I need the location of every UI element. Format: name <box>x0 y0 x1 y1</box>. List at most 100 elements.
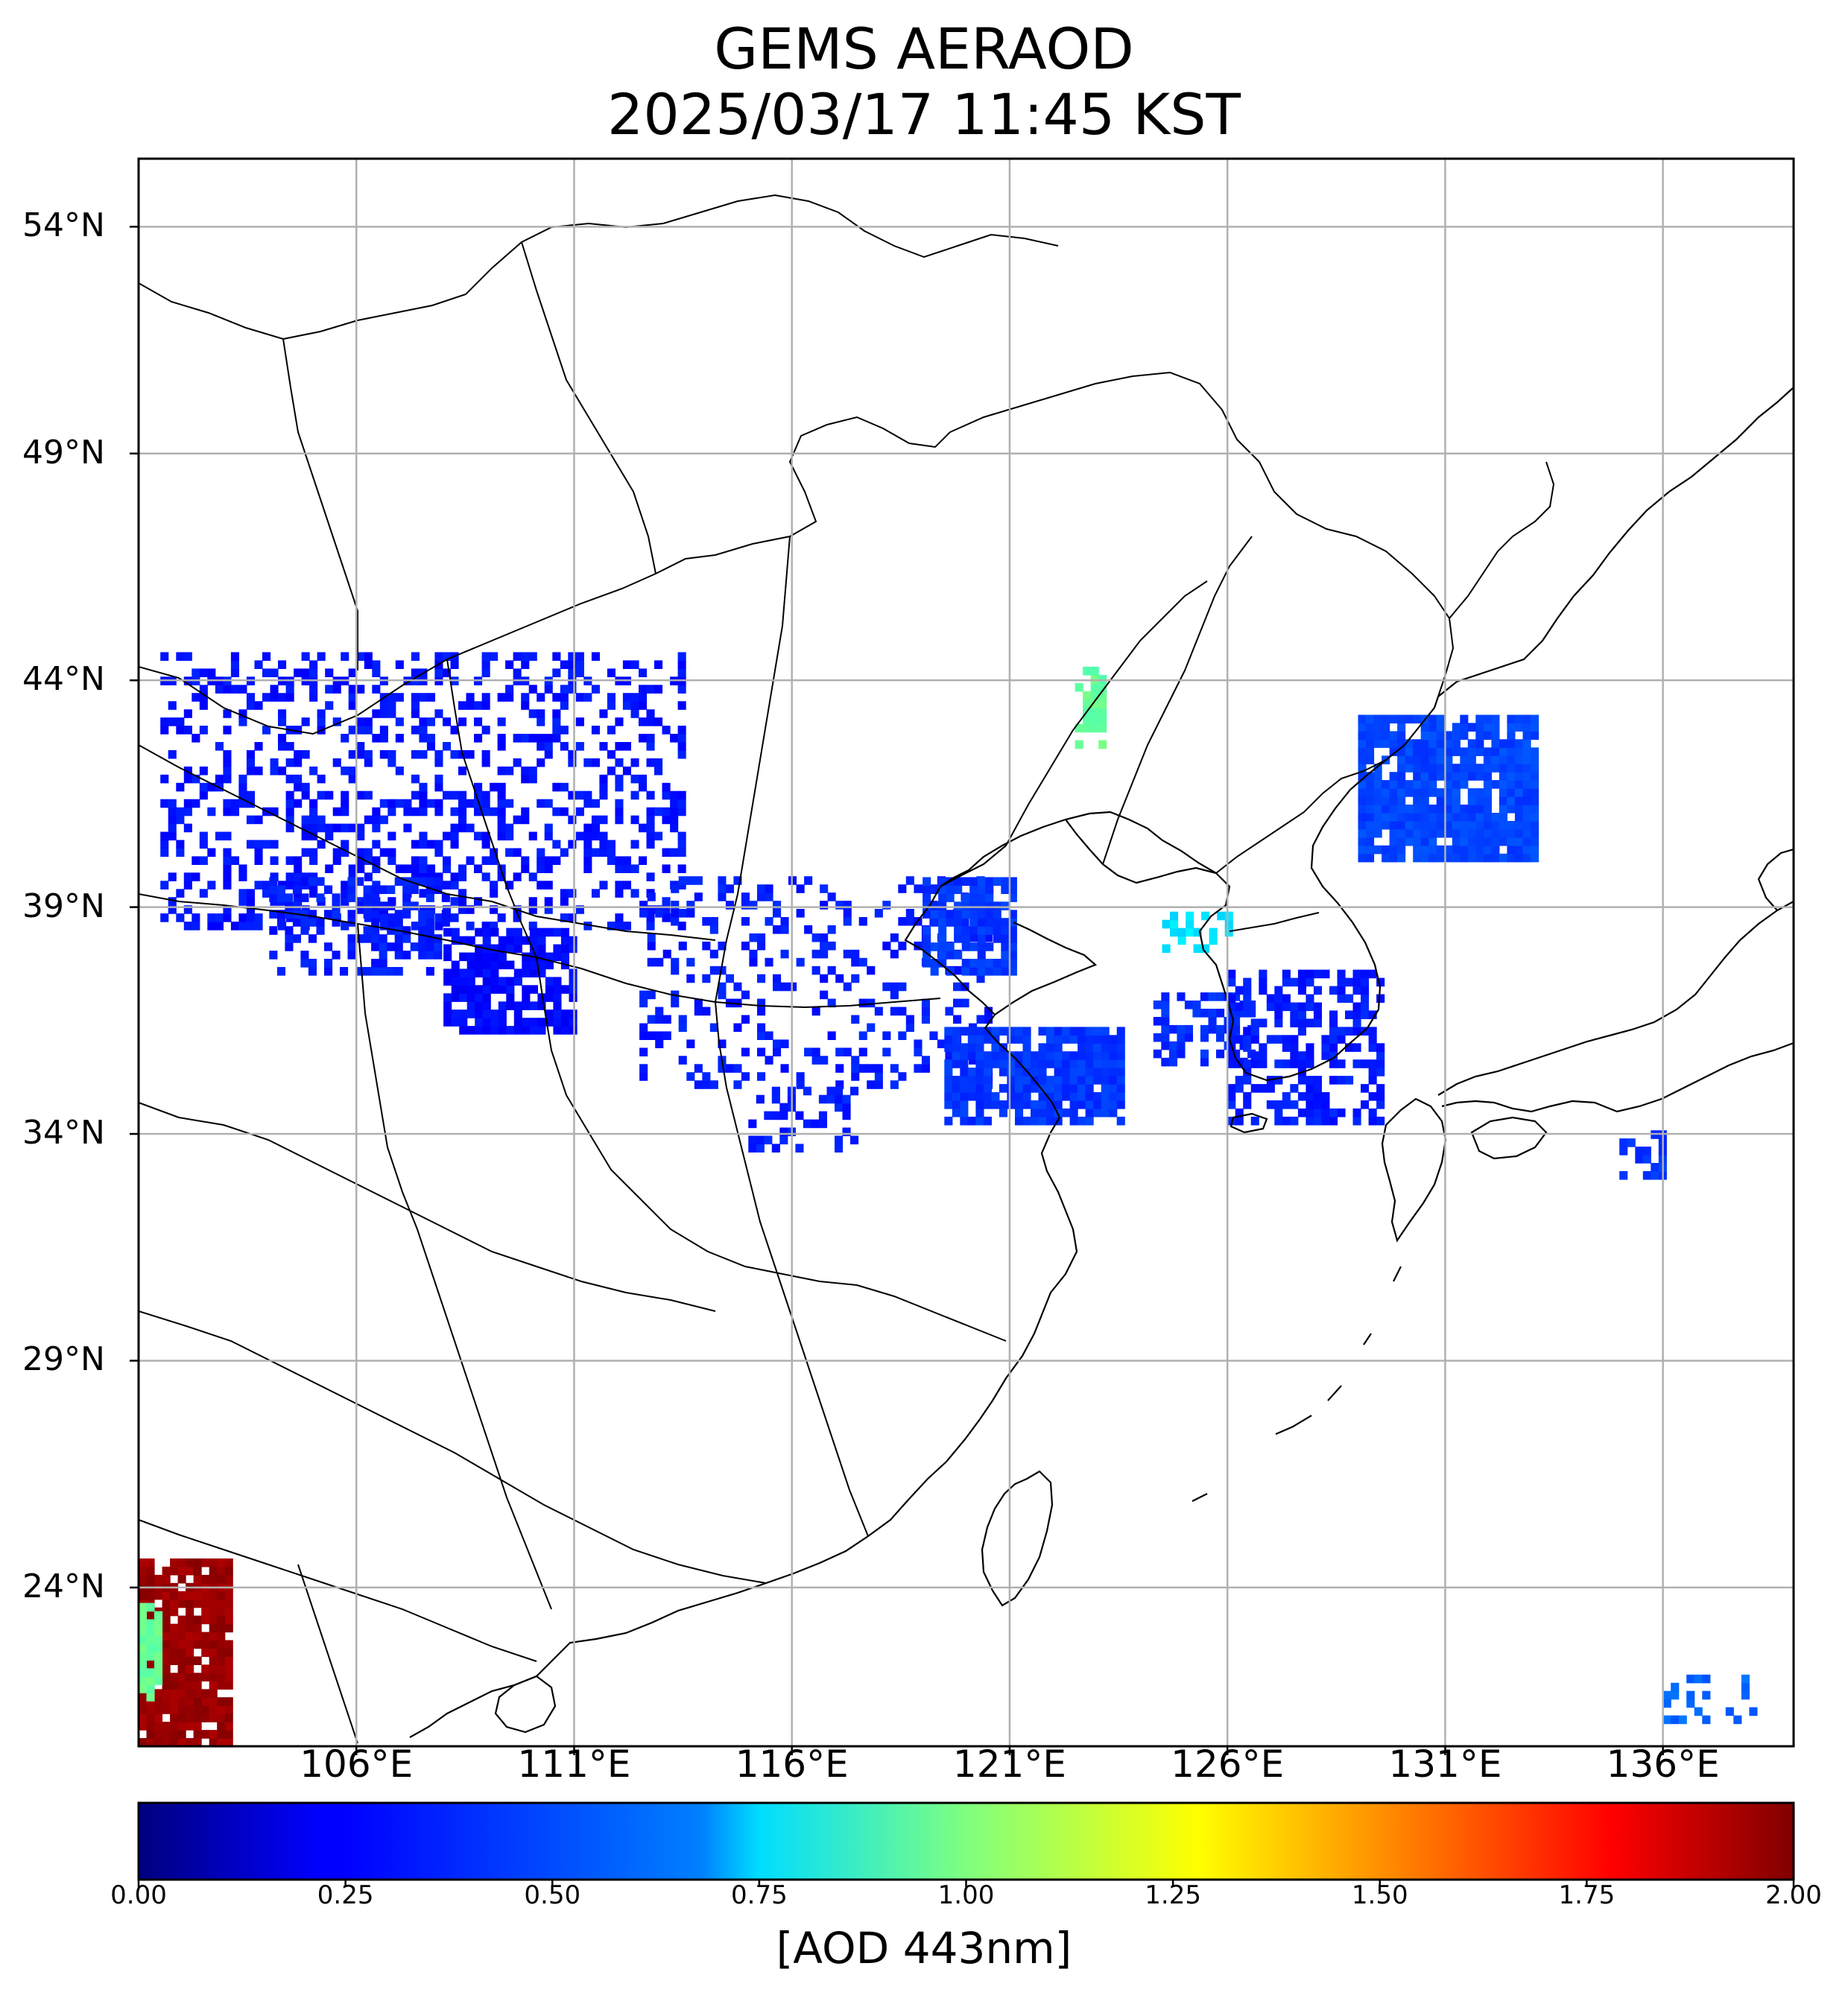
aod-pixel <box>575 717 584 726</box>
aod-pixel <box>646 922 655 931</box>
aod-pixel <box>1460 714 1469 724</box>
aod-pixel <box>168 823 177 833</box>
aod-pixel <box>639 717 648 726</box>
aod-pixel <box>1436 788 1445 797</box>
aod-pixel <box>411 693 420 702</box>
aod-pixel <box>238 774 247 784</box>
aod-pixel <box>443 652 452 661</box>
aod-pixel <box>1522 731 1531 740</box>
aod-pixel <box>537 993 546 1002</box>
aod-pixel <box>176 726 185 735</box>
aod-pixel <box>953 966 962 975</box>
province-border-9 <box>139 744 716 941</box>
aod-pixel <box>215 913 224 922</box>
aod-pixel <box>639 1064 648 1073</box>
aod-pixel <box>733 1023 742 1033</box>
aod-pixel <box>1085 1059 1094 1068</box>
aod-pixel <box>757 1031 766 1040</box>
aod-pixel <box>1413 805 1422 814</box>
aod-pixel <box>545 1009 554 1018</box>
aod-pixel <box>1405 820 1414 830</box>
aod-pixel <box>230 660 239 669</box>
aod-pixel <box>1282 1100 1291 1109</box>
aod-pixel <box>874 1006 883 1016</box>
aod-pixel <box>1741 1682 1750 1692</box>
aod-pixel <box>826 1086 835 1096</box>
aod-pixel <box>591 815 600 825</box>
aod-pixel <box>725 974 734 983</box>
aod-pixel <box>1522 723 1531 732</box>
aod-pixel <box>458 872 467 881</box>
aod-pixel <box>662 815 671 825</box>
aod-pixel <box>983 1084 992 1093</box>
aod-pixel <box>1306 994 1314 1004</box>
province-border-5 <box>715 1001 869 1537</box>
aod-pixel <box>474 831 483 841</box>
aod-pixel <box>677 807 686 817</box>
aod-pixel <box>537 709 545 718</box>
aod-pixel <box>615 856 624 865</box>
aod-pixel <box>482 1009 491 1018</box>
aod-pixel <box>355 901 364 910</box>
colorbar-tickmarks <box>137 1880 1795 1887</box>
aod-pixel <box>1514 747 1523 756</box>
aod-pixel <box>160 652 169 661</box>
aod-pixel <box>497 766 506 776</box>
aod-pixel <box>1436 813 1445 822</box>
aod-pixel <box>560 936 569 945</box>
province-border-7 <box>715 536 791 1003</box>
aod-pixel <box>930 942 939 951</box>
aod-pixel <box>960 1100 969 1109</box>
aod-pixel <box>969 877 978 886</box>
aod-pixel <box>426 872 435 881</box>
aod-pixel <box>170 1730 179 1739</box>
aod-pixel <box>820 933 829 942</box>
aod-pixel <box>741 1047 750 1056</box>
aod-pixel <box>552 840 561 849</box>
aod-pixel <box>639 909 648 918</box>
aod-pixel <box>1116 1116 1125 1126</box>
aod-pixel <box>655 957 664 967</box>
aod-pixel <box>1109 1051 1118 1060</box>
aod-pixel <box>434 848 443 857</box>
aod-pixel <box>1250 1018 1259 1027</box>
aod-pixel <box>1428 837 1437 846</box>
aod-pixel <box>1177 1049 1186 1059</box>
aod-pixel <box>372 881 381 890</box>
aod-pixel <box>482 936 491 945</box>
aod-pixel <box>615 774 624 784</box>
aod-pixel <box>795 1144 804 1153</box>
aod-pixel <box>552 717 561 726</box>
aod-pixel <box>1297 1002 1306 1012</box>
aod-pixel <box>513 1018 522 1027</box>
aod-pixel <box>1345 1027 1354 1036</box>
aod-pixel <box>646 807 655 817</box>
aod-pixel <box>1093 1027 1102 1036</box>
aod-pixel <box>146 1697 155 1706</box>
aod-pixel <box>497 717 506 726</box>
aod-pixel <box>960 1116 969 1126</box>
aod-pixel <box>513 968 522 977</box>
aod-pixel <box>1531 813 1540 822</box>
aod-pixel <box>466 985 475 994</box>
aod-pixel <box>201 1730 210 1739</box>
aod-pixel <box>552 807 561 817</box>
aod-pixel <box>583 864 592 873</box>
aod-pixel <box>725 901 734 910</box>
aod-pixel <box>1444 853 1453 863</box>
aod-pixel <box>560 944 569 954</box>
aod-pixel <box>481 693 490 702</box>
aod-pixel <box>434 872 443 881</box>
aod-pixel <box>1483 845 1492 855</box>
aod-pixel <box>771 1094 780 1104</box>
lon-tick-label: 131°E <box>1388 1743 1502 1786</box>
aod-pixel <box>387 758 396 767</box>
aod-pixel <box>985 967 994 976</box>
aod-pixel <box>811 933 820 942</box>
aod-pixel <box>796 957 805 967</box>
aod-pixel <box>419 782 428 792</box>
aod-pixel <box>199 766 208 776</box>
aod-pixel <box>952 1108 961 1117</box>
aod-pixel <box>1337 1035 1346 1044</box>
aod-pixel <box>647 893 656 901</box>
